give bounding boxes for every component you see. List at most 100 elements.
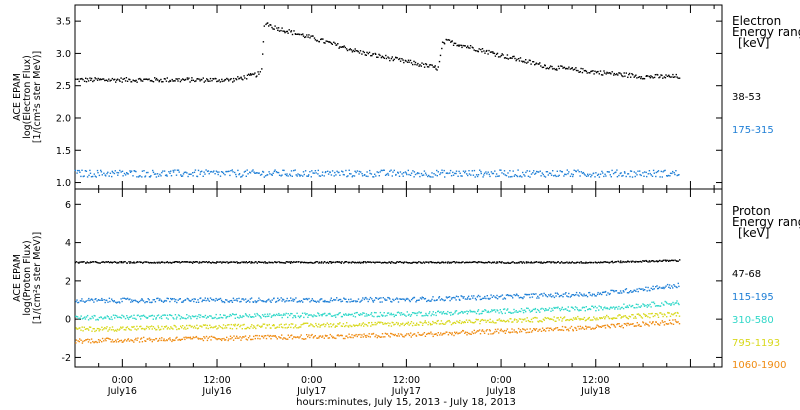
- data-point: [396, 57, 398, 59]
- data-point: [491, 296, 493, 298]
- data-point: [281, 174, 283, 176]
- data-point: [325, 335, 327, 337]
- data-point: [547, 309, 550, 311]
- data-point: [294, 316, 297, 319]
- data-point: [644, 260, 646, 262]
- data-point: [557, 175, 559, 177]
- data-point: [529, 328, 531, 330]
- data-point: [438, 60, 441, 63]
- data-point: [611, 307, 613, 309]
- y-axis-label: [1/(cm²s ster MeV)]: [32, 51, 43, 143]
- data-point: [278, 174, 281, 176]
- data-point: [466, 298, 468, 300]
- data-point: [213, 78, 215, 80]
- data-point: [674, 319, 676, 321]
- data-point: [216, 299, 218, 301]
- data-point: [642, 77, 645, 80]
- data-point: [425, 63, 427, 65]
- data-point: [352, 324, 355, 326]
- data-point: [270, 301, 272, 303]
- data-point: [474, 321, 477, 323]
- data-point: [224, 78, 227, 81]
- data-point: [613, 317, 615, 319]
- data-point: [149, 261, 152, 264]
- data-point: [534, 307, 537, 310]
- data-point: [199, 173, 201, 175]
- data-point: [181, 261, 184, 263]
- data-point: [512, 321, 514, 323]
- data-point: [306, 322, 309, 324]
- data-point: [319, 326, 321, 328]
- data-point: [531, 329, 534, 332]
- data-point: [123, 316, 125, 318]
- data-point: [249, 172, 252, 174]
- data-point: [323, 42, 325, 44]
- data-point: [128, 78, 130, 80]
- data-point: [95, 298, 97, 300]
- data-point: [676, 321, 678, 324]
- data-point: [90, 261, 93, 263]
- data-point: [514, 174, 516, 176]
- data-point: [99, 339, 101, 342]
- data-point: [393, 58, 395, 61]
- data-point: [382, 323, 384, 325]
- data-point: [242, 298, 244, 300]
- data-point: [218, 317, 221, 319]
- data-point: [627, 322, 630, 325]
- data-point: [628, 72, 631, 75]
- data-point: [618, 292, 620, 294]
- data-point: [195, 336, 197, 339]
- data-point: [258, 325, 261, 327]
- data-point: [573, 68, 576, 70]
- data-point: [237, 169, 239, 172]
- data-point: [131, 262, 133, 264]
- data-point: [229, 261, 231, 264]
- y-axis-label: ACE EPAM: [12, 73, 23, 121]
- data-point: [180, 261, 183, 263]
- data-point: [507, 58, 509, 60]
- data-point: [459, 172, 461, 174]
- data-point: [285, 323, 287, 325]
- data-point: [492, 261, 494, 263]
- data-point: [379, 261, 381, 263]
- data-point: [228, 261, 230, 264]
- data-point: [594, 327, 596, 330]
- data-point: [203, 324, 206, 326]
- data-point: [591, 293, 594, 295]
- data-point: [310, 314, 312, 316]
- data-point: [332, 324, 334, 326]
- data-point: [673, 303, 675, 306]
- data-point: [559, 170, 561, 172]
- data-point: [550, 174, 553, 176]
- data-point: [604, 290, 607, 293]
- data-point: [198, 314, 200, 316]
- data-point: [353, 50, 356, 53]
- data-point: [111, 262, 113, 264]
- data-point: [124, 298, 127, 300]
- data-point: [477, 50, 479, 53]
- data-point: [521, 297, 523, 299]
- data-point: [668, 74, 670, 76]
- data-point: [263, 323, 266, 325]
- data-point: [227, 339, 229, 342]
- data-point: [540, 308, 542, 310]
- data-point: [390, 312, 392, 315]
- data-point: [389, 298, 391, 300]
- data-point: [258, 73, 260, 75]
- data-point: [617, 260, 620, 263]
- data-point: [146, 325, 148, 328]
- data-point: [523, 60, 525, 63]
- data-point: [550, 327, 552, 329]
- data-point: [553, 296, 556, 299]
- data-point: [304, 170, 307, 172]
- data-point: [632, 323, 634, 325]
- data-point: [540, 65, 542, 67]
- data-point: [140, 80, 142, 82]
- data-point: [606, 324, 609, 326]
- data-point: [90, 79, 92, 81]
- data-point: [168, 171, 170, 173]
- data-point: [357, 261, 359, 263]
- data-point: [120, 261, 122, 264]
- data-point: [538, 309, 540, 312]
- data-point: [209, 326, 212, 329]
